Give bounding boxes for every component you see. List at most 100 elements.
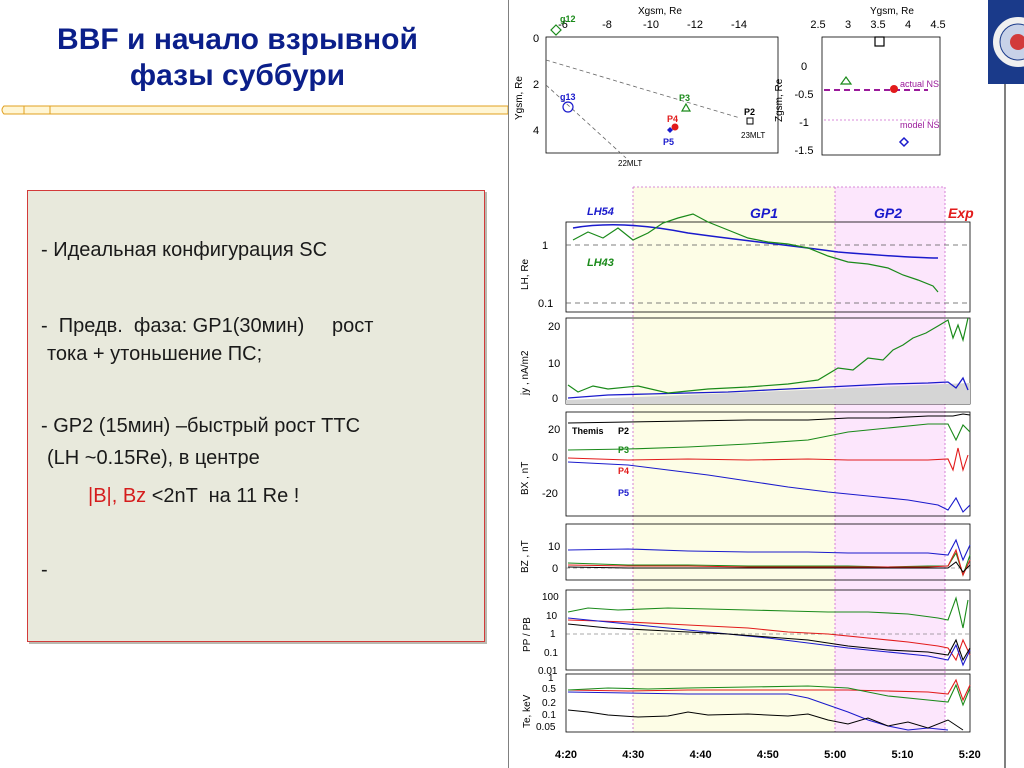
xy-ylabel: Ygsm, Re: [514, 76, 525, 120]
yz-xtick: 3.5: [870, 19, 885, 31]
gp2-label: GP2: [874, 205, 902, 221]
yz-ytick: -1.5: [795, 145, 814, 157]
themis-label: Themis: [572, 426, 604, 436]
xy-ytick: 4: [533, 125, 539, 137]
p3-marker: [680, 102, 692, 112]
bullet-gp2-line2: (LH ~0.15Re), в центре: [47, 447, 260, 469]
p2-marker: [746, 117, 754, 125]
xy-xtick: -6: [558, 19, 568, 31]
mlt-line-22: [545, 84, 627, 159]
jy-tick-10: 10: [548, 358, 560, 370]
time-tick: 4:20: [555, 749, 577, 761]
te-ylabel: Te, keV: [522, 694, 533, 728]
exp-label: Exp: [948, 205, 974, 221]
p5-label: P5: [663, 137, 674, 147]
yz-xlabel: Ygsm, Re: [870, 6, 914, 17]
slide-title: ВВF и начало взрывной фазы суббури: [0, 22, 475, 94]
bullet-gp2-line1: - GP2 (15мин) –быстрый рост ТТС: [41, 415, 361, 437]
bx-tick-20: 20: [548, 424, 560, 436]
decorative-divider: [1, 105, 509, 115]
p4-marker: [671, 123, 679, 131]
p3-label: P3: [679, 93, 690, 103]
yz-ytick: -0.5: [795, 89, 814, 101]
bx-tick-m20: -20: [542, 488, 558, 500]
bullet-preliminary-phase-line2: тока + утоньшение ПС;: [47, 343, 263, 365]
time-tick: 4:30: [622, 749, 644, 761]
jy-tick-0: 0: [552, 393, 558, 405]
pp-tick-001: 0.01: [538, 666, 558, 677]
xy-ytick: 2: [533, 79, 539, 91]
bx-ylabel: BX , nT: [520, 462, 531, 495]
te-tick-01: 0.1: [542, 710, 556, 721]
te-tick-005: 0.05: [536, 722, 556, 733]
g12-label: g12: [560, 14, 576, 24]
bx-p4-label: P4: [618, 466, 629, 476]
yz-p2-marker: [874, 36, 885, 47]
lh-ylabel: LH, Re: [520, 258, 531, 290]
bx-p3-label: P3: [618, 445, 629, 455]
gp1-label: GP1: [750, 205, 778, 221]
xy-ytick: 0: [533, 33, 539, 45]
pp-ylabel: PP / PB: [522, 617, 533, 652]
pp-tick-10: 10: [546, 611, 558, 622]
bullet-ideal-config: - Идеальная конфигурация SC: [41, 239, 328, 261]
time-tick: 4:40: [690, 749, 712, 761]
bullet-gp2-line3: |B|, Bz <2nT на 11 Re !: [88, 483, 299, 509]
p5-marker: [667, 127, 673, 133]
g12-marker: [550, 24, 562, 36]
yz-p4-marker: [890, 85, 898, 93]
mlt-22-label: 22MLT: [618, 159, 642, 168]
slide-title-line2: фазы суббури: [129, 59, 346, 92]
yz-xtick: 3: [845, 19, 851, 31]
time-tick: 5:20: [959, 749, 981, 761]
xy-xtick: -14: [731, 19, 747, 31]
yz-orbit-plot: Ygsm, Re 2.5 3 3.5 4 4.5 0 -0.5 -1 -1.5 Zgsm, R…: [774, 6, 946, 157]
bullet-preliminary-phase-line1: - Предв. фаза: GP1(30мин) рост: [41, 315, 374, 337]
xy-xlabel: Xgsm, Re: [638, 6, 682, 17]
bz-tick-10: 10: [548, 541, 560, 553]
yz-ytick: 0: [801, 61, 807, 73]
xy-xtick: -10: [643, 19, 659, 31]
figure-svg: Xgsm, Re -6 -8 -10 -12 -14 024 Ygsm, Re 22ML…: [508, 0, 1006, 768]
time-tick: 5:00: [824, 749, 846, 761]
content-box: - Идеальная конфигурация SC - Предв. фаз…: [27, 190, 485, 642]
model-ns-label: model NS: [900, 120, 940, 130]
lh-tick-01: 0.1: [538, 298, 553, 310]
b-bz-rest: <2nT на 11 Re !: [146, 485, 300, 507]
g13-marker: [562, 101, 574, 113]
yz-ylabel: Zgsm, Re: [774, 78, 785, 122]
yz-xtick: 2.5: [810, 19, 825, 31]
b-bz-highlight: |B|, Bz: [88, 485, 147, 507]
xy-xtick: -12: [687, 19, 703, 31]
yz-p3-marker: [839, 75, 853, 85]
pp-tick-01: 0.1: [544, 648, 558, 659]
jy-tick-20: 20: [548, 321, 560, 333]
p4-label: P4: [667, 114, 678, 124]
bx-tick-0: 0: [552, 452, 558, 464]
lh43-label: LH43: [587, 257, 614, 269]
bx-p2-label: P2: [618, 426, 629, 436]
lh54-label: LH54: [587, 206, 614, 218]
jy-ylabel: jy , nA/m2: [520, 350, 531, 396]
bullet-empty: -: [41, 559, 48, 581]
bz-ylabel: BZ , nT: [520, 540, 531, 573]
pp-tick-100: 100: [542, 592, 559, 603]
te-tick-1: 1: [548, 673, 554, 684]
g13-label: g13: [560, 92, 576, 102]
bz-tick-0: 0: [552, 563, 558, 575]
yz-ytick: -1: [799, 117, 809, 129]
yz-xtick: 4.5: [930, 19, 945, 31]
time-tick: 5:10: [891, 749, 913, 761]
slide-title-line1: ВВF и начало взрывной: [57, 23, 418, 56]
bx-p5-label: P5: [618, 488, 629, 498]
xy-orbit-plot: Xgsm, Re -6 -8 -10 -12 -14 0 2 4 Ygsm, Re 22ML…: [514, 6, 779, 168]
time-tick: 4:50: [757, 749, 779, 761]
te-tick-05: 0.5: [542, 684, 556, 695]
te-tick-02: 0.2: [542, 698, 556, 709]
yz-xtick: 4: [905, 19, 911, 31]
mlt-line-23: [545, 59, 741, 119]
lh-tick-1: 1: [542, 240, 548, 252]
xy-xtick: -8: [602, 19, 612, 31]
timeseries-stack: GP1 GP2 Exp 1 0.1 LH, Re LH54 LH43 20 10…: [520, 186, 981, 761]
